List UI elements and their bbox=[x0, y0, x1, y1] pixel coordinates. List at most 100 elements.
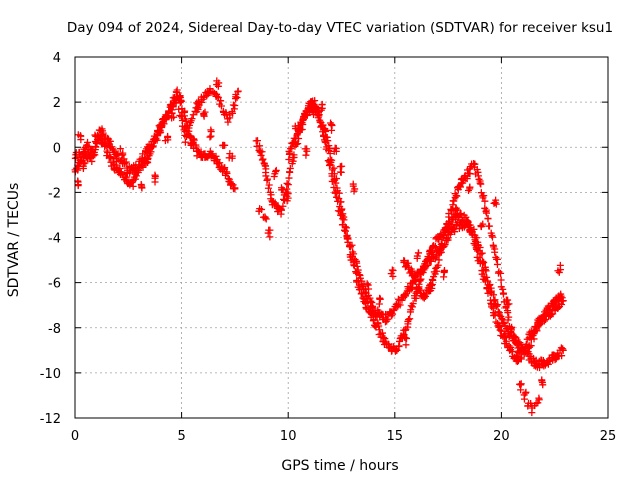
data-point bbox=[317, 123, 325, 131]
data-point bbox=[262, 168, 270, 176]
data-point bbox=[231, 101, 239, 109]
data-point bbox=[324, 157, 332, 165]
data-point bbox=[272, 166, 280, 174]
data-point bbox=[443, 235, 451, 243]
data-point bbox=[495, 309, 503, 317]
data-point bbox=[436, 247, 444, 255]
data-point bbox=[492, 200, 500, 208]
data-point bbox=[424, 261, 432, 269]
data-points bbox=[71, 77, 567, 417]
data-point bbox=[491, 199, 499, 207]
data-point bbox=[318, 122, 326, 130]
data-point bbox=[488, 233, 496, 241]
data-point bbox=[110, 161, 118, 169]
data-point bbox=[234, 88, 242, 96]
data-point bbox=[155, 122, 163, 130]
data-point bbox=[555, 268, 563, 276]
data-point bbox=[163, 112, 171, 120]
data-point bbox=[349, 180, 357, 188]
data-point bbox=[91, 138, 99, 146]
data-point bbox=[559, 297, 567, 305]
data-point bbox=[559, 346, 567, 354]
data-point bbox=[216, 159, 224, 167]
data-point bbox=[529, 331, 537, 339]
data-point bbox=[480, 192, 488, 200]
data-point bbox=[190, 135, 198, 143]
data-point bbox=[475, 175, 483, 183]
data-point bbox=[379, 334, 387, 342]
y-tick-labels: -12 -10 -8 -6 -4 -2 0 2 4 bbox=[40, 51, 61, 427]
data-point bbox=[144, 159, 152, 167]
data-point bbox=[192, 143, 200, 151]
data-point bbox=[339, 221, 347, 229]
data-point bbox=[476, 244, 484, 252]
data-point bbox=[337, 168, 345, 176]
data-point bbox=[107, 154, 115, 162]
data-point bbox=[502, 337, 510, 345]
y-axis-label: SDTVAR / TECUs bbox=[6, 183, 22, 298]
data-point bbox=[368, 303, 376, 311]
data-point bbox=[265, 226, 273, 234]
data-point bbox=[222, 108, 230, 116]
data-point bbox=[402, 341, 410, 349]
data-point bbox=[504, 309, 512, 317]
data-point bbox=[496, 326, 504, 334]
data-point bbox=[336, 207, 344, 215]
data-point bbox=[334, 197, 342, 205]
data-point bbox=[217, 97, 225, 105]
x-tick-label: 5 bbox=[177, 429, 185, 444]
data-point bbox=[84, 138, 92, 146]
data-point bbox=[99, 131, 107, 139]
data-point bbox=[231, 184, 239, 192]
data-point bbox=[151, 172, 159, 180]
data-point bbox=[212, 152, 220, 160]
data-point bbox=[477, 223, 485, 231]
axis-ticks bbox=[74, 56, 609, 419]
data-point bbox=[478, 249, 486, 257]
data-point bbox=[333, 193, 341, 201]
y-tick-label: -8 bbox=[48, 322, 61, 337]
data-point bbox=[440, 266, 448, 274]
data-point bbox=[517, 386, 525, 394]
data-point bbox=[325, 147, 333, 155]
data-point bbox=[289, 140, 297, 148]
data-point bbox=[499, 290, 507, 298]
data-point bbox=[106, 140, 114, 148]
data-point bbox=[194, 100, 202, 108]
data-point bbox=[406, 315, 414, 323]
data-point bbox=[339, 215, 347, 223]
data-point bbox=[463, 175, 471, 183]
data-point bbox=[407, 285, 415, 293]
data-point bbox=[181, 138, 189, 146]
data-point bbox=[366, 294, 374, 302]
data-point bbox=[505, 313, 513, 321]
data-point bbox=[470, 225, 478, 233]
data-point bbox=[355, 271, 363, 279]
data-point bbox=[439, 233, 447, 241]
data-point bbox=[271, 199, 279, 207]
x-tick-label: 0 bbox=[71, 429, 79, 444]
data-point bbox=[483, 273, 491, 281]
data-point bbox=[116, 165, 124, 173]
data-point bbox=[200, 111, 208, 119]
data-point bbox=[493, 302, 501, 310]
data-point bbox=[464, 187, 472, 195]
data-point bbox=[183, 126, 191, 134]
data-point bbox=[502, 296, 510, 304]
y-tick-label: 0 bbox=[53, 141, 61, 156]
data-point bbox=[74, 181, 82, 189]
data-point bbox=[379, 329, 387, 337]
data-point bbox=[188, 140, 196, 148]
data-point bbox=[303, 145, 311, 153]
data-point bbox=[381, 335, 389, 343]
data-point bbox=[104, 149, 112, 157]
data-point bbox=[490, 291, 498, 299]
y-tick-label: -10 bbox=[40, 367, 61, 382]
data-point bbox=[188, 115, 196, 123]
data-point bbox=[213, 81, 221, 89]
data-point bbox=[438, 242, 446, 250]
data-point bbox=[507, 326, 515, 334]
data-point bbox=[257, 151, 265, 159]
data-point bbox=[322, 139, 330, 147]
data-point bbox=[450, 197, 458, 205]
